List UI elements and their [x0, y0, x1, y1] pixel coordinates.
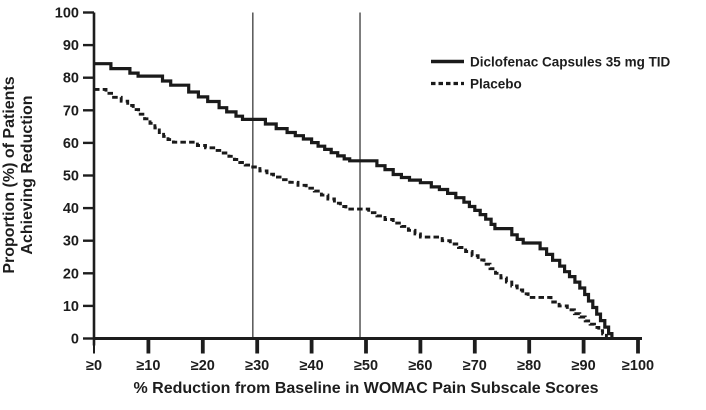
x-tick-label: ≥100 — [622, 358, 654, 374]
y-tick-label: 0 — [71, 332, 79, 348]
x-axis-title: % Reduction from Baseline in WOMAC Pain … — [134, 380, 599, 397]
x-tick-label: ≥10 — [136, 358, 160, 374]
y-axis-ticks: 0 10 20 30 40 50 60 70 80 90 100 — [55, 6, 94, 348]
y-tick-label: 20 — [63, 266, 79, 282]
y-tick-label: 10 — [63, 299, 79, 315]
curve-diclofenac — [94, 62, 614, 339]
reference-lines — [252, 12, 361, 339]
x-tick-label: ≥70 — [463, 358, 487, 374]
curve-placebo — [94, 87, 608, 338]
x-tick-label: ≥20 — [191, 358, 215, 374]
y-tick-label: 40 — [63, 201, 79, 217]
x-tick-label: ≥80 — [517, 358, 541, 374]
x-tick-label: ≥50 — [354, 358, 378, 374]
y-axis-title-line2: Achieving Reduction — [19, 95, 36, 254]
x-tick-label: ≥30 — [245, 358, 269, 374]
y-tick-label: 80 — [63, 71, 79, 87]
x-tick-label: ≥60 — [408, 358, 432, 374]
y-tick-label: 100 — [55, 6, 79, 22]
y-tick-label: 60 — [63, 136, 79, 152]
y-tick-label: 50 — [63, 169, 79, 185]
y-tick-label: 70 — [63, 103, 79, 119]
response-curves — [94, 62, 614, 339]
legend-label-diclofenac: Diclofenac Capsules 35 mg TID — [470, 55, 671, 70]
x-tick-label: ≥90 — [572, 358, 596, 374]
y-axis-title-line1: Proportion (%) of Patients — [1, 76, 18, 273]
x-tick-label: ≥0 — [86, 358, 102, 374]
x-tick-label: ≥40 — [300, 358, 324, 374]
y-tick-label: 30 — [63, 234, 79, 250]
legend: Diclofenac Capsules 35 mg TID Placebo — [431, 55, 671, 92]
legend-label-placebo: Placebo — [470, 77, 522, 92]
x-axis-ticks: ≥0 ≥10 ≥20 ≥30 ≥40 ≥50 ≥60 ≥70 ≥80 ≥90 ≥100 — [86, 338, 654, 374]
y-tick-label: 90 — [63, 38, 79, 54]
